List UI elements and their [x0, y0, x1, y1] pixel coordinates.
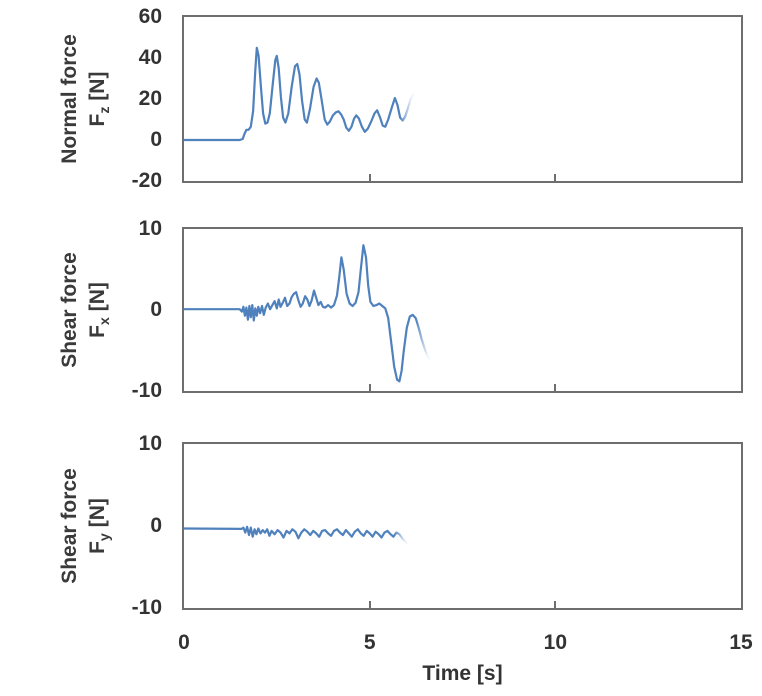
y-tick-label: 20 — [138, 87, 162, 110]
x-tick-label: 0 — [178, 631, 190, 654]
x-tick-mark — [368, 601, 371, 608]
shear-force-fy-plot-svg — [184, 525, 408, 545]
x-tick-label: 10 — [543, 631, 567, 654]
trace-end-fade — [393, 444, 412, 608]
y-tick-label: 0 — [150, 298, 162, 321]
y-tick-label: -10 — [131, 596, 162, 619]
y-tick-label: 10 — [138, 217, 162, 240]
y-tick-label: -20 — [131, 169, 162, 192]
y-axis-symbol: F — [86, 325, 109, 338]
x-tick-label: 15 — [729, 631, 753, 654]
y-tick-label: 60 — [138, 5, 162, 28]
y-tick-label: 40 — [138, 46, 162, 69]
x-tick-mark — [554, 174, 557, 181]
trace-end-fade — [400, 17, 419, 181]
normal-force-fz-trace — [184, 46, 415, 142]
shear-force-fy-trace — [184, 525, 408, 545]
plotbox-2 — [182, 442, 743, 610]
y-tick-label: -10 — [131, 379, 162, 402]
y-axis-symbol: F — [86, 113, 109, 127]
x-tick-label: 5 — [363, 631, 376, 654]
trace-end-fade — [416, 229, 435, 391]
shear-force-fx-trace — [184, 244, 431, 383]
y-tick-label: 0 — [150, 128, 162, 151]
y-axis-title-line1: Normal force — [58, 34, 81, 164]
x-axis-title: Time [s] — [422, 662, 503, 685]
x-tick-mark — [554, 601, 557, 608]
y-axis-title-line1: Shear force — [58, 252, 81, 368]
y-axis-title-line1: Shear force — [58, 468, 81, 584]
normal-force-fz-plot-svg — [184, 46, 415, 142]
shear-force-fx-plot-svg — [184, 244, 431, 383]
x-tick-mark — [368, 384, 371, 391]
y-tick-label: 0 — [150, 514, 162, 537]
x-tick-mark — [368, 174, 371, 181]
plotbox-0 — [182, 15, 743, 183]
x-tick-mark — [554, 384, 557, 391]
y-axis-symbol: F — [86, 541, 109, 554]
plotbox-1 — [182, 227, 743, 393]
y-tick-label: 10 — [138, 432, 162, 455]
